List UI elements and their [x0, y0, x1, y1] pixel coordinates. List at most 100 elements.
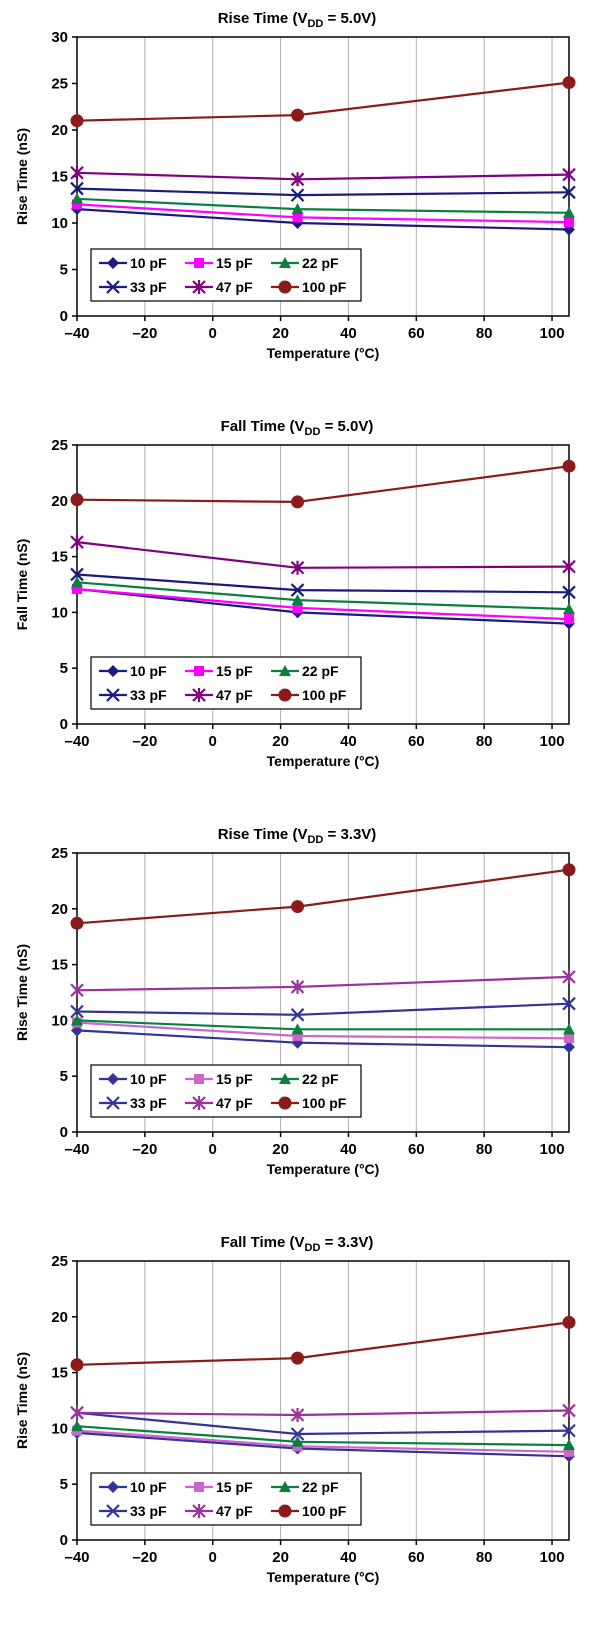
data-point	[562, 1315, 576, 1329]
y-tick-label: 15	[51, 549, 68, 566]
legend-marker	[106, 1504, 120, 1518]
x-axis-label: Temperature (°C)	[267, 753, 380, 769]
legend-marker	[107, 1481, 119, 1493]
legend-marker	[278, 688, 292, 702]
data-point	[563, 1041, 575, 1054]
data-point	[291, 203, 304, 215]
data-point	[70, 1358, 84, 1372]
legend-box	[90, 248, 362, 302]
y-tick-label: 25	[51, 76, 68, 93]
x-tick-label: 40	[340, 1141, 357, 1158]
x-tick-label: 100	[540, 325, 565, 342]
data-point	[291, 1036, 304, 1049]
x-axis-label: Temperature (°C)	[267, 1569, 380, 1585]
series-line-1	[76, 587, 570, 621]
data-point	[70, 535, 84, 550]
data-point	[562, 185, 576, 200]
legend-marker	[106, 280, 120, 294]
data-point	[292, 1031, 303, 1042]
series-line-5	[76, 465, 570, 504]
x-tick-label: 0	[209, 733, 217, 750]
data-point	[562, 167, 576, 182]
y-tick-label: 0	[60, 1124, 68, 1141]
data-point	[564, 1446, 574, 1457]
legend-label: 22 pF	[302, 1479, 339, 1495]
data-point	[291, 1023, 304, 1035]
x-axis-label: Temperature (°C)	[267, 345, 380, 361]
legend-marker	[279, 257, 291, 268]
x-tick-label: 0	[209, 1549, 217, 1566]
legend: 10 pF 15 pF 22 pF 33 pF 47 pF 100 pF	[90, 656, 362, 710]
legend-label: 47 pF	[216, 279, 253, 295]
legend-marker	[192, 280, 206, 294]
data-point	[562, 459, 576, 473]
data-point	[71, 1014, 83, 1026]
data-point	[562, 1403, 576, 1418]
y-tick-label: 20	[51, 901, 68, 918]
x-tick-label: 40	[340, 1549, 357, 1566]
chart-title: Fall Time (VDD = 3.3V)	[221, 1234, 374, 1254]
series-line-4	[76, 975, 570, 992]
x-tick-label: –20	[132, 1141, 157, 1158]
legend-label: 22 pF	[302, 255, 339, 271]
data-point	[70, 567, 84, 582]
data-point	[70, 493, 84, 507]
data-point	[562, 585, 576, 600]
legend-marker	[107, 665, 119, 677]
data-point	[564, 1033, 574, 1044]
x-tick-label: 100	[540, 733, 565, 750]
x-tick-label: 80	[476, 1141, 493, 1158]
data-point	[291, 594, 304, 606]
y-tick-label: 5	[60, 660, 68, 677]
data-point	[70, 983, 84, 998]
data-point	[70, 114, 84, 128]
data-point	[564, 614, 574, 625]
series-line-5	[76, 868, 570, 925]
series-line-3	[76, 1002, 570, 1016]
legend-marker	[192, 688, 206, 702]
y-axis-label: Rise Time (nS)	[14, 128, 30, 225]
legend-label: 15 pF	[216, 663, 253, 679]
series-line-1	[76, 1021, 570, 1040]
x-tick-label: 40	[340, 325, 357, 342]
x-tick-label: 80	[476, 733, 493, 750]
legend-marker	[279, 665, 291, 676]
data-point	[71, 576, 83, 588]
legend-label: 22 pF	[302, 663, 339, 679]
x-tick-label: 40	[340, 733, 357, 750]
legend-marker	[192, 1096, 206, 1110]
legend-label: 33 pF	[130, 279, 167, 295]
data-point	[70, 1004, 84, 1019]
x-tick-label: 0	[209, 325, 217, 342]
legend-marker	[194, 1482, 204, 1492]
x-tick-label: 100	[540, 1549, 565, 1566]
data-point	[290, 1408, 305, 1423]
y-tick-label: 20	[51, 493, 68, 510]
data-point	[290, 1427, 305, 1441]
legend-marker	[278, 1096, 292, 1110]
y-tick-label: 20	[51, 122, 68, 139]
y-axis-label: Fall Time (nS)	[14, 539, 30, 631]
data-point	[71, 1024, 83, 1037]
chart-title: Rise Time (VDD = 5.0V)	[218, 10, 377, 30]
legend-box	[90, 1472, 362, 1526]
legend-label: 47 pF	[216, 1503, 253, 1519]
chart-3: Rise Time (VDD = 3.3V) 0 5 10 15 20 25 –40 –20 0 2…	[14, 826, 576, 1177]
series-line-5	[76, 1321, 570, 1366]
x-tick-label: 20	[272, 1549, 289, 1566]
data-point	[290, 560, 305, 575]
data-point	[291, 900, 305, 914]
legend-label: 10 pF	[130, 1479, 167, 1495]
y-tick-label: 15	[51, 957, 68, 974]
series-line-4	[76, 541, 570, 569]
legend-marker	[278, 280, 292, 294]
data-point	[563, 1439, 575, 1451]
legend-marker	[279, 1073, 291, 1084]
x-tick-label: 20	[272, 733, 289, 750]
data-point	[290, 979, 305, 994]
x-tick-label: 100	[540, 1141, 565, 1158]
series-line-3	[76, 187, 570, 197]
series-line-2	[76, 197, 570, 214]
y-tick-label: 30	[51, 29, 68, 46]
